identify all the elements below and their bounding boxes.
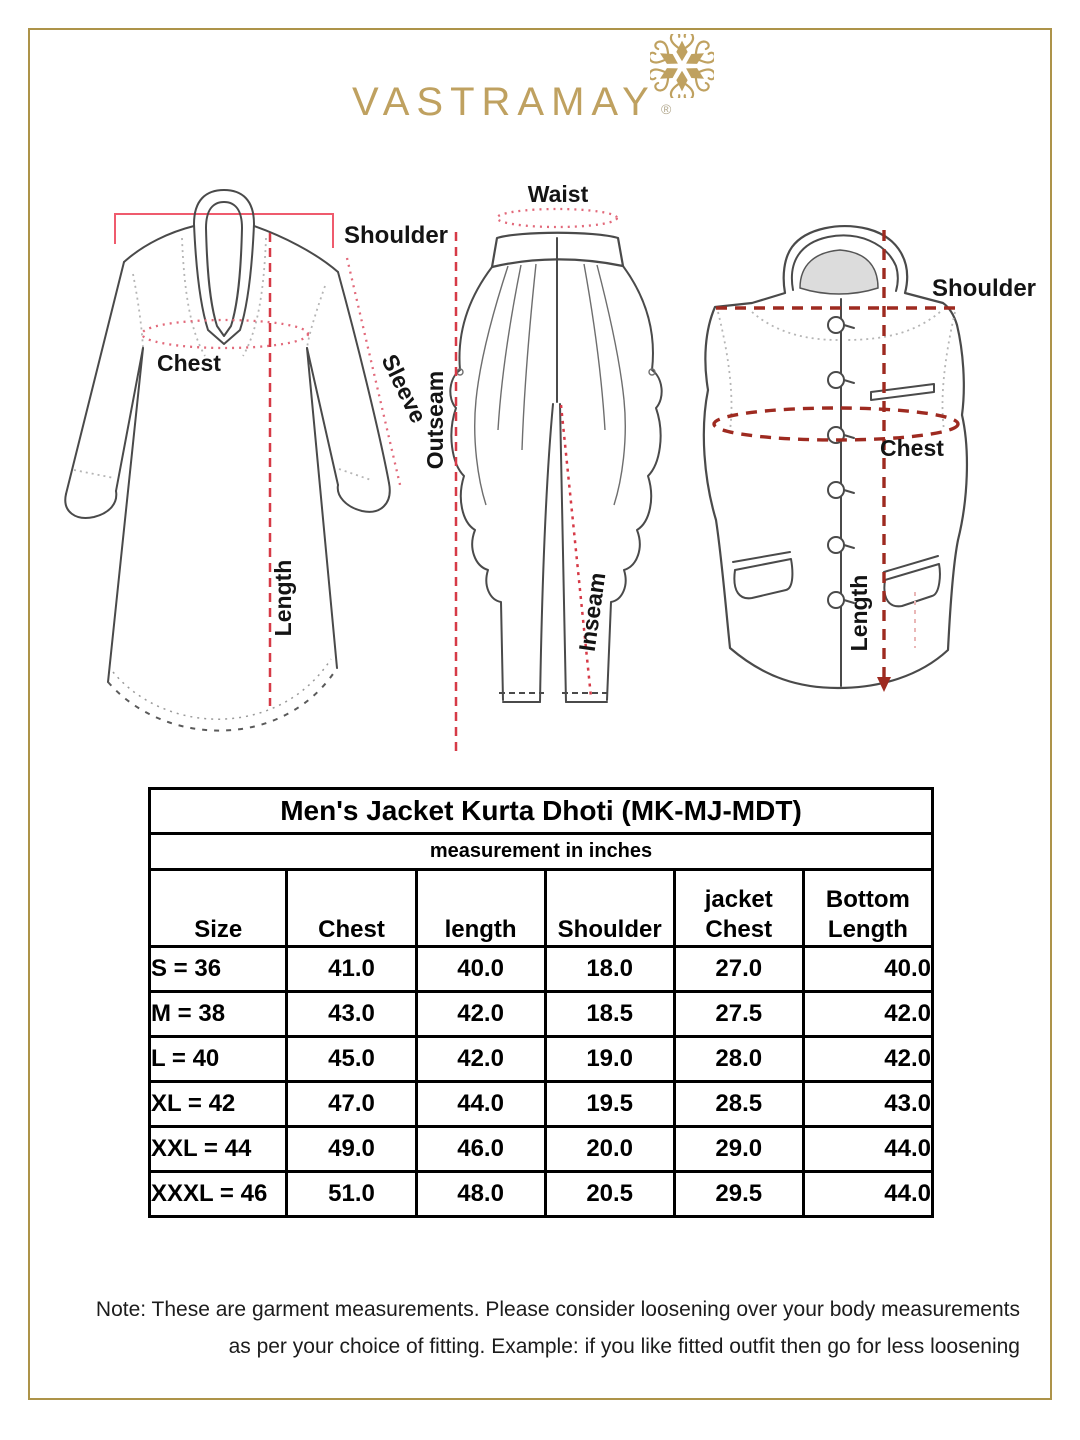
- cell-size: XXL = 44: [147, 1125, 289, 1173]
- table-title-row: Men's Jacket Kurta Dhoti (MK-MJ-MDT): [148, 787, 934, 835]
- table-title: Men's Jacket Kurta Dhoti (MK-MJ-MDT): [148, 787, 934, 835]
- table-row: S = 36 41.0 40.0 18.0 27.0 40.0: [147, 945, 935, 993]
- dhoti-inseam-label: Inseam: [574, 571, 611, 653]
- cell-size: XL = 42: [147, 1080, 289, 1128]
- jacket-chest-measure-ellipse: [712, 406, 960, 442]
- kurta-chest-label: Chest: [157, 350, 221, 376]
- cell-value: 48.0: [414, 1170, 547, 1218]
- cell-value: 42.0: [414, 1035, 547, 1083]
- jacket-shoulder-label: Shoulder: [932, 275, 1036, 302]
- cell-value: 27.0: [672, 945, 805, 993]
- jacket-neck-opening: [799, 249, 879, 295]
- cell-size: L = 40: [147, 1035, 289, 1083]
- jacket-body-outline: [702, 225, 969, 690]
- cell-value: 47.0: [285, 1080, 418, 1128]
- jacket-chest-pocket: [870, 383, 935, 401]
- table-subtitle-row: measurement in inches: [148, 832, 934, 871]
- cell-value: 40.0: [414, 945, 547, 993]
- note-line-1: Note: These are garment measurements. Pl…: [95, 1298, 1020, 1321]
- jacket-length-arrowhead: [877, 677, 891, 692]
- jacket-buttons: [827, 316, 855, 609]
- col-header-chest: Chest: [285, 868, 418, 948]
- cell-value: 20.0: [543, 1125, 676, 1173]
- kurta-sleeve-measure-line: [345, 257, 403, 490]
- jacket-length-label: Length: [846, 575, 872, 652]
- cell-value: 42.0: [414, 990, 547, 1038]
- cell-value: 18.0: [543, 945, 676, 993]
- kurta-diagram: Shoulder Chest Sleeve Length: [64, 189, 448, 732]
- registered-trademark-symbol: ®: [661, 101, 672, 117]
- cell-value: 42.0: [801, 990, 935, 1038]
- cell-size: M = 38: [147, 990, 289, 1038]
- cell-value: 19.5: [543, 1080, 676, 1128]
- kurta-chest-measure-ellipse: [140, 318, 310, 350]
- dhoti-outseam-label: Outseam: [422, 371, 448, 469]
- cell-value: 29.5: [672, 1170, 805, 1218]
- jacket-left-pocket: [732, 551, 794, 600]
- jacket-diagram: Shoulder Chest Length: [702, 225, 1036, 692]
- cell-value: 43.0: [285, 990, 418, 1038]
- cell-value: 42.0: [801, 1035, 935, 1083]
- cell-value: 29.0: [672, 1125, 805, 1173]
- col-header-shoulder: Shoulder: [543, 868, 676, 948]
- mandala-swirls: [650, 34, 714, 98]
- cell-value: 44.0: [414, 1080, 547, 1128]
- dhoti-waist-label: Waist: [528, 181, 589, 207]
- mandala-star-petals: [659, 40, 705, 92]
- cell-value: 41.0: [285, 945, 418, 993]
- measurement-diagrams: Shoulder Chest Sleeve Length Waist Outse…: [64, 181, 1036, 757]
- table-row: M = 38 43.0 42.0 18.5 27.5 42.0: [147, 990, 935, 1038]
- cell-value: 44.0: [801, 1125, 935, 1173]
- col-header-bottom-length: Bottom Length: [801, 868, 935, 948]
- table-subtitle: measurement in inches: [148, 832, 934, 871]
- brand-logo-text: VASTRAMAY: [352, 80, 656, 124]
- table-row: XXXL = 46 51.0 48.0 20.5 29.5 44.0: [147, 1170, 935, 1218]
- kurta-shoulder-measure-line: [114, 213, 334, 248]
- dhoti-inseam-measure-line: [559, 404, 593, 698]
- cell-value: 28.5: [672, 1080, 805, 1128]
- table-row: XL = 42 47.0 44.0 19.5 28.5 43.0: [147, 1080, 935, 1128]
- measurement-note: Note: These are garment measurements. Pl…: [30, 1291, 1050, 1365]
- cell-value: 20.5: [543, 1170, 676, 1218]
- col-header-jacket-chest: jacket Chest: [672, 868, 805, 948]
- table-header-row: Size Chest length Shoulder jacket Chest …: [147, 868, 935, 948]
- cell-value: 43.0: [801, 1080, 935, 1128]
- cell-value: 18.5: [543, 990, 676, 1038]
- cell-value: 45.0: [285, 1035, 418, 1083]
- cell-value: 28.0: [672, 1035, 805, 1083]
- gold-border-frame: [28, 28, 1052, 1400]
- cell-value: 46.0: [414, 1125, 547, 1173]
- col-header-size: Size: [147, 868, 289, 948]
- cell-size: S = 36: [147, 945, 289, 993]
- size-chart-table: Men's Jacket Kurta Dhoti (MK-MJ-MDT) mea…: [147, 787, 935, 1218]
- table-row: XXL = 44 49.0 46.0 20.0 29.0 44.0: [147, 1125, 935, 1173]
- col-header-length: length: [414, 868, 547, 948]
- dhoti-diagram: Waist Outseam Inseam: [422, 181, 663, 757]
- cell-value: 44.0: [801, 1170, 935, 1218]
- cell-value: 19.0: [543, 1035, 676, 1083]
- kurta-shoulder-label: Shoulder: [344, 222, 448, 249]
- brand-mandala-icon: [650, 34, 714, 98]
- cell-value: 27.5: [672, 990, 805, 1038]
- kurta-body-outline: [107, 347, 338, 683]
- cell-value: 49.0: [285, 1125, 418, 1173]
- dhoti-right-drape: [606, 265, 663, 701]
- kurta-length-label: Length: [270, 560, 296, 637]
- note-line-2: as per your choice of fitting. Example: …: [228, 1335, 1020, 1358]
- jacket-chest-label: Chest: [880, 435, 944, 461]
- cell-value: 51.0: [285, 1170, 418, 1218]
- cell-size: XXXL = 46: [147, 1170, 289, 1218]
- cell-value: 40.0: [801, 945, 935, 993]
- dhoti-left-drape: [449, 266, 504, 701]
- dhoti-waist-measure-ellipse: [495, 207, 619, 229]
- table-row: L = 40 45.0 42.0 19.0 28.0 42.0: [147, 1035, 935, 1083]
